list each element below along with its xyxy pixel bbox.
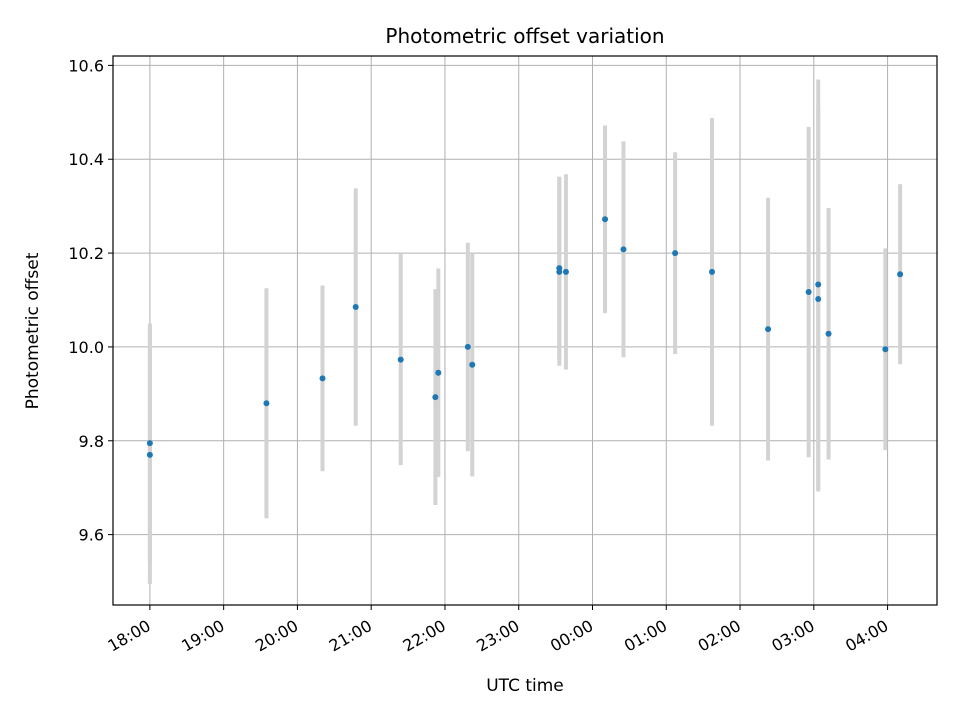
y-tick-label: 9.8: [79, 432, 104, 451]
data-point: [319, 375, 326, 382]
data-point: [897, 271, 904, 278]
x-tick-label: 04:00: [842, 616, 891, 656]
y-axis: 9.6 9.8 10.0 10.2 10.4 10.6: [68, 56, 113, 545]
data-point: [435, 369, 442, 376]
data-point: [146, 451, 153, 458]
data-point: [556, 268, 563, 275]
x-tick-label: 19:00: [178, 616, 227, 656]
data-point: [620, 246, 627, 253]
y-tick-label: 10.2: [68, 244, 104, 263]
x-tick-label: 03:00: [768, 616, 817, 656]
y-tick-label: 10.0: [68, 338, 104, 357]
data-point: [765, 326, 772, 333]
grid-lines: [113, 56, 937, 605]
x-tick-label: 02:00: [695, 616, 744, 656]
x-tick-label: 22:00: [400, 616, 449, 656]
data-point: [815, 296, 822, 303]
data-point: [882, 346, 889, 353]
y-axis-title: Photometric offset: [23, 252, 43, 409]
x-tick-label: 20:00: [252, 616, 301, 656]
y-tick-label: 10.6: [68, 56, 104, 75]
x-tick-label: 23:00: [473, 616, 522, 656]
error-bars: [147, 79, 903, 584]
data-point: [672, 250, 679, 257]
data-point: [562, 268, 569, 275]
x-tick-label: 21:00: [326, 616, 375, 656]
plot-frame: [112, 55, 938, 606]
chart-title: Photometric offset variation: [385, 24, 664, 48]
x-axis-title: UTC time: [486, 676, 564, 696]
data-point: [815, 281, 822, 288]
x-tick-label: 00:00: [547, 616, 596, 656]
data-point: [432, 394, 439, 401]
data-point: [464, 343, 471, 350]
data-point: [263, 400, 270, 407]
data-point: [397, 356, 404, 363]
data-point: [805, 289, 812, 296]
x-axis: 18:00 19:00 20:00 21:00 22:00 23:00 00:00 01:00…: [104, 605, 892, 656]
data-point: [352, 304, 359, 311]
data-point: [825, 330, 832, 337]
data-point: [146, 440, 153, 447]
data-point: [469, 361, 476, 368]
data-points: [146, 216, 904, 458]
data-point: [602, 216, 609, 223]
x-tick-label: 01:00: [621, 616, 670, 656]
y-tick-label: 9.6: [79, 526, 104, 545]
x-tick-label: 18:00: [104, 616, 153, 656]
y-tick-label: 10.4: [68, 150, 104, 169]
data-point: [709, 268, 716, 275]
